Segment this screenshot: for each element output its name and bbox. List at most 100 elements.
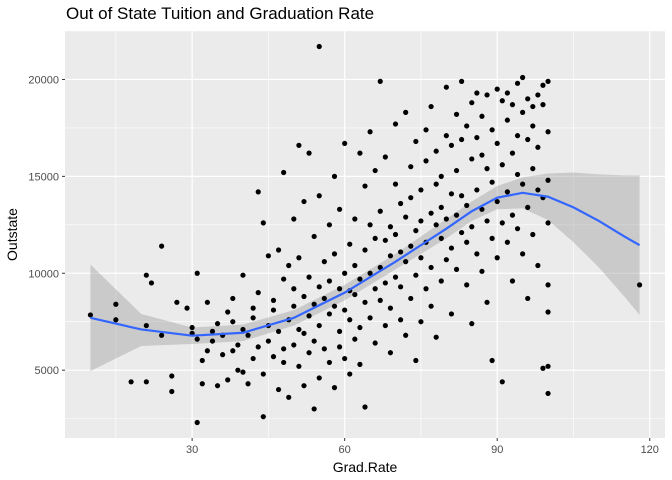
data-point	[336, 206, 343, 212]
data-point	[189, 324, 195, 331]
data-point	[489, 235, 495, 241]
data-point	[636, 282, 643, 288]
data-point	[428, 103, 434, 110]
data-point	[413, 138, 419, 145]
data-point	[255, 290, 261, 296]
data-point	[270, 354, 277, 360]
data-point	[474, 187, 480, 193]
data-point	[301, 293, 307, 300]
data-point	[301, 198, 307, 205]
data-point	[214, 321, 221, 327]
data-point	[362, 299, 368, 305]
data-point	[199, 357, 205, 364]
data-point	[504, 117, 510, 123]
data-point	[403, 214, 409, 220]
data-point	[265, 253, 271, 259]
data-point	[204, 299, 210, 305]
data-point	[250, 315, 256, 321]
data-point	[453, 167, 460, 174]
data-point	[418, 218, 424, 224]
data-point	[428, 303, 434, 309]
data-point	[270, 307, 277, 313]
data-point	[306, 274, 312, 280]
data-point	[194, 419, 200, 426]
data-point	[336, 286, 343, 292]
data-point	[352, 336, 358, 342]
x-tick-label: 60	[339, 444, 351, 456]
data-point	[316, 322, 322, 329]
data-point	[326, 359, 333, 366]
data-point	[474, 251, 480, 257]
y-tick-label: 20000	[28, 74, 59, 86]
data-point	[514, 171, 521, 178]
data-point	[433, 334, 439, 340]
data-point	[408, 195, 414, 201]
x-axis-title: Grad.Rate	[333, 459, 398, 475]
data-point	[459, 193, 465, 199]
x-tick-label: 120	[641, 444, 659, 456]
data-point	[403, 259, 409, 265]
data-point	[443, 84, 449, 90]
data-point	[275, 328, 282, 335]
data-point	[535, 144, 541, 150]
data-point	[489, 357, 495, 364]
data-point	[184, 305, 190, 311]
data-point	[514, 133, 521, 139]
data-point	[321, 295, 327, 302]
data-point	[484, 92, 490, 98]
data-point	[240, 326, 246, 333]
data-point	[397, 249, 404, 255]
data-point	[535, 92, 541, 98]
data-point	[372, 340, 378, 346]
data-point	[520, 109, 526, 115]
data-point	[382, 322, 388, 329]
data-point	[342, 270, 348, 276]
data-point	[169, 388, 175, 395]
data-point	[392, 231, 399, 238]
data-point	[230, 319, 236, 325]
data-point	[448, 245, 455, 251]
data-point	[459, 136, 465, 143]
data-point	[286, 394, 292, 400]
data-point	[87, 312, 94, 318]
data-point	[504, 90, 510, 96]
data-point	[301, 330, 307, 336]
data-point	[387, 224, 394, 230]
data-point	[220, 352, 226, 358]
data-point	[499, 162, 505, 168]
data-point	[494, 140, 500, 147]
data-point	[418, 319, 424, 325]
data-point	[443, 216, 449, 222]
data-point	[367, 315, 373, 321]
data-point	[453, 266, 460, 272]
data-point	[540, 82, 546, 88]
data-point	[397, 317, 404, 323]
data-point	[321, 346, 327, 352]
data-point	[418, 255, 424, 261]
data-point	[372, 235, 378, 241]
data-point	[169, 373, 175, 379]
data-point	[403, 109, 409, 115]
data-point	[204, 348, 210, 354]
data-point	[530, 166, 536, 172]
data-point	[377, 297, 383, 303]
data-point	[448, 142, 455, 148]
y-tick-label: 15000	[28, 171, 59, 183]
data-point	[367, 129, 373, 135]
data-point	[286, 262, 292, 269]
data-point	[387, 305, 394, 311]
data-point	[413, 272, 419, 278]
data-point	[260, 220, 266, 226]
data-point	[545, 129, 551, 135]
data-point	[347, 371, 353, 377]
data-point	[291, 303, 297, 309]
data-point	[347, 241, 353, 247]
data-point	[387, 350, 394, 356]
data-point	[545, 177, 551, 183]
data-point	[281, 169, 287, 176]
data-point	[331, 303, 338, 309]
data-point	[525, 136, 531, 143]
data-point	[194, 336, 200, 342]
data-point	[311, 233, 317, 240]
data-point	[408, 164, 414, 170]
